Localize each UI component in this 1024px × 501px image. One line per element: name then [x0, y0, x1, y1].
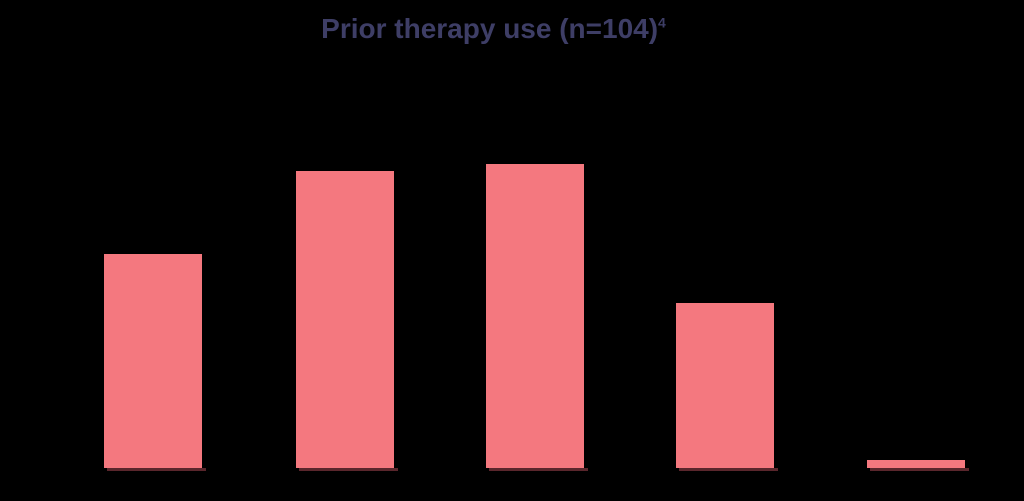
bar-2 [295, 171, 398, 471]
chart-title: Prior therapy use (n=104)4 [0, 13, 987, 45]
chart-title-superscript: 4 [658, 14, 666, 31]
bar-1 [104, 254, 206, 471]
bar-3 [485, 164, 588, 471]
bar-5 [867, 460, 969, 471]
chart-title-text: Prior therapy use (n=104) [321, 13, 659, 44]
bar-4 [676, 303, 778, 471]
